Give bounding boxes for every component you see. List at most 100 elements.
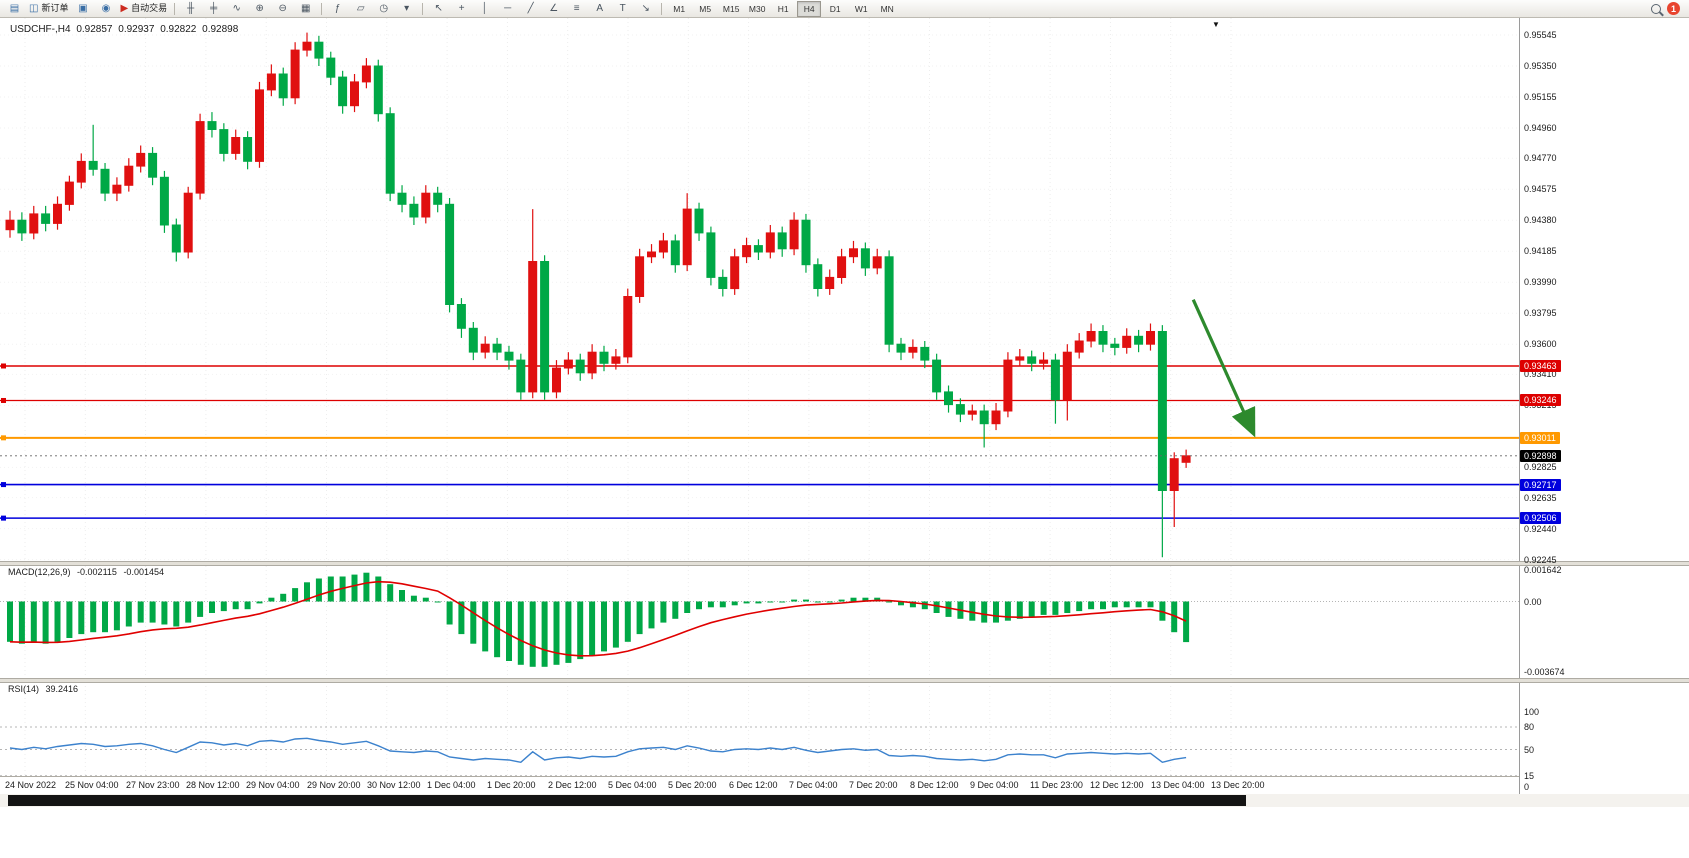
- price-tick-label: 0.92245: [1524, 555, 1557, 565]
- price-tick-label: 0.92635: [1524, 493, 1557, 503]
- cursor-button[interactable]: ↖: [427, 0, 450, 17]
- time-axis-label: 9 Dec 04:00: [970, 780, 1019, 790]
- time-axis-label: 29 Nov 04:00: [246, 780, 300, 790]
- toolbar-separator: [321, 2, 323, 15]
- price-tick-label: 0.93410: [1524, 369, 1557, 379]
- price-line-label: 0.93011: [1520, 432, 1560, 444]
- timeframe-m1[interactable]: M1: [673, 3, 686, 14]
- sound-alert-icon: ◉: [101, 3, 111, 14]
- price-tick-label: 0.94960: [1524, 123, 1557, 133]
- line-chart-icon: ∿: [232, 3, 241, 14]
- angle-line-icon: ∠: [549, 3, 559, 14]
- autotrading-button[interactable]: ▶ 自动交易: [117, 0, 170, 17]
- main-toolbar: ▤ ◫ 新订单 ▣ ◉ ▶ 自动交易 ╫ ╪ ∿ ⊕ ⊖ ▦ ƒ ▱ ◷ ▾ ↖ + │ ─ ╱ ∠ ≡ A T ↘ M1 M5…: [0, 0, 1689, 18]
- time-axis-label: 25 Nov 04:00: [65, 780, 119, 790]
- toolbar-separator: [661, 2, 663, 15]
- price-tick-label: 0.92440: [1524, 524, 1557, 534]
- fibonacci-button[interactable]: ≡: [565, 0, 588, 17]
- candlestick-button[interactable]: ╪: [202, 0, 225, 17]
- price-line-label: 0.92506: [1520, 512, 1561, 524]
- price-axis-border: [1519, 18, 1520, 794]
- pane-separator-rsi[interactable]: [0, 678, 1689, 683]
- arrows-button[interactable]: ↘: [634, 0, 657, 17]
- macd-name: MACD(12,26,9): [8, 567, 71, 577]
- rsi-axis-label: 0: [1524, 782, 1530, 792]
- time-axis-label: 1 Dec 20:00: [487, 780, 536, 790]
- timeframe-h1[interactable]: H1: [777, 3, 789, 14]
- timeframe-m5[interactable]: M5: [699, 3, 712, 14]
- rsi-axis-label: 80: [1524, 722, 1535, 732]
- vertical-line-button[interactable]: │: [473, 0, 496, 17]
- new-order-button[interactable]: ◫ 新订单: [26, 0, 71, 17]
- crosshair-button[interactable]: +: [450, 0, 473, 17]
- new-order-button-label: 新订单: [41, 3, 69, 13]
- trendline-button[interactable]: ╱: [519, 0, 542, 17]
- time-axis-label: 7 Dec 04:00: [789, 780, 838, 790]
- zoom-in-icon: ⊕: [255, 3, 264, 14]
- rsi-axis-label: 100: [1524, 707, 1540, 717]
- price-tick-label: 0.94380: [1524, 215, 1557, 225]
- price-line-label: 0.92898: [1520, 450, 1561, 462]
- time-axis-label: 24 Nov 2022: [5, 780, 57, 790]
- bar-chart-button[interactable]: ╫: [179, 0, 202, 17]
- price-tick-label: 0.93600: [1524, 339, 1557, 349]
- time-axis-label: 28 Nov 12:00: [186, 780, 240, 790]
- text-button[interactable]: A: [588, 0, 611, 17]
- zoom-out-button[interactable]: ⊖: [271, 0, 294, 17]
- chart-shift-marker[interactable]: ▼: [1212, 20, 1220, 29]
- timeframe-h4[interactable]: H4: [797, 0, 822, 17]
- time-axis-label: 7 Dec 20:00: [849, 780, 898, 790]
- zoom-in-button[interactable]: ⊕: [248, 0, 271, 17]
- time-axis-label: 12 Dec 12:00: [1090, 780, 1144, 790]
- label-button[interactable]: T: [611, 0, 634, 17]
- chart-plot-area[interactable]: [0, 18, 1519, 776]
- pane-separator-macd[interactable]: [0, 561, 1689, 566]
- profiles-button[interactable]: ▣: [71, 0, 94, 17]
- price-tick-label: 0.95545: [1524, 30, 1557, 40]
- time-axis-label: 27 Nov 23:00: [126, 780, 180, 790]
- price-tick-label: 0.95155: [1524, 92, 1557, 102]
- rsi-value: 39.2416: [45, 684, 79, 694]
- label-icon: T: [619, 3, 626, 14]
- price-tick-label: 0.93990: [1524, 277, 1557, 287]
- profiles-icon: ▣: [78, 3, 88, 14]
- tile-windows-icon: ▦: [300, 3, 311, 14]
- notification-badge[interactable]: 1: [1667, 2, 1680, 15]
- timeframe-w1[interactable]: W1: [854, 3, 868, 14]
- open-value: 0.92857: [76, 24, 113, 35]
- price-tick-label: 0.94770: [1524, 153, 1557, 163]
- time-axis-label: 8 Dec 12:00: [910, 780, 959, 790]
- zoom-out-icon: ⊖: [278, 3, 287, 14]
- candlestick-icon: ╪: [210, 3, 218, 14]
- chart-settings-button[interactable]: ▾: [395, 0, 418, 17]
- objects-list-button[interactable]: ▱: [349, 0, 372, 17]
- time-axis-label: 13 Dec 20:00: [1211, 780, 1265, 790]
- timeframe-mn[interactable]: MN: [880, 3, 894, 14]
- horizontal-scrollbar[interactable]: [8, 795, 1246, 806]
- horizontal-scroll-track[interactable]: [0, 794, 1689, 807]
- rsi-label: RSI(14) 39.2416: [8, 684, 82, 694]
- clock-button[interactable]: ◷: [372, 0, 395, 17]
- indicators-icon: ƒ: [334, 3, 341, 14]
- toolbar-right-cluster: 1: [1651, 2, 1686, 15]
- line-chart-button[interactable]: ∿: [225, 0, 248, 17]
- price-tick-label: 0.94185: [1524, 246, 1557, 256]
- macd-axis-label: 0.001642: [1524, 565, 1562, 575]
- sound-alert-button[interactable]: ◉: [94, 0, 117, 17]
- new-chart-icon: ▤: [9, 3, 20, 14]
- search-icon[interactable]: [1651, 3, 1661, 14]
- indicators-button[interactable]: ƒ: [326, 0, 349, 17]
- bar-chart-icon: ╫: [187, 3, 195, 14]
- file-toolbar-group: ▤ ◫ 新订单 ▣ ◉ ▶ 自动交易: [3, 0, 170, 17]
- time-axis-label: 29 Nov 20:00: [307, 780, 361, 790]
- angle-line-button[interactable]: ∠: [542, 0, 565, 17]
- timeframe-m30[interactable]: M30: [748, 3, 766, 14]
- time-axis-label: 6 Dec 12:00: [729, 780, 778, 790]
- timeframe-d1[interactable]: D1: [829, 3, 841, 14]
- timeframe-m15[interactable]: M15: [722, 3, 740, 14]
- new-chart-button[interactable]: ▤: [3, 0, 26, 17]
- tile-windows-button[interactable]: ▦: [294, 0, 317, 17]
- horizontal-line-button[interactable]: ─: [496, 0, 519, 17]
- new-order-icon: ◫: [29, 3, 39, 14]
